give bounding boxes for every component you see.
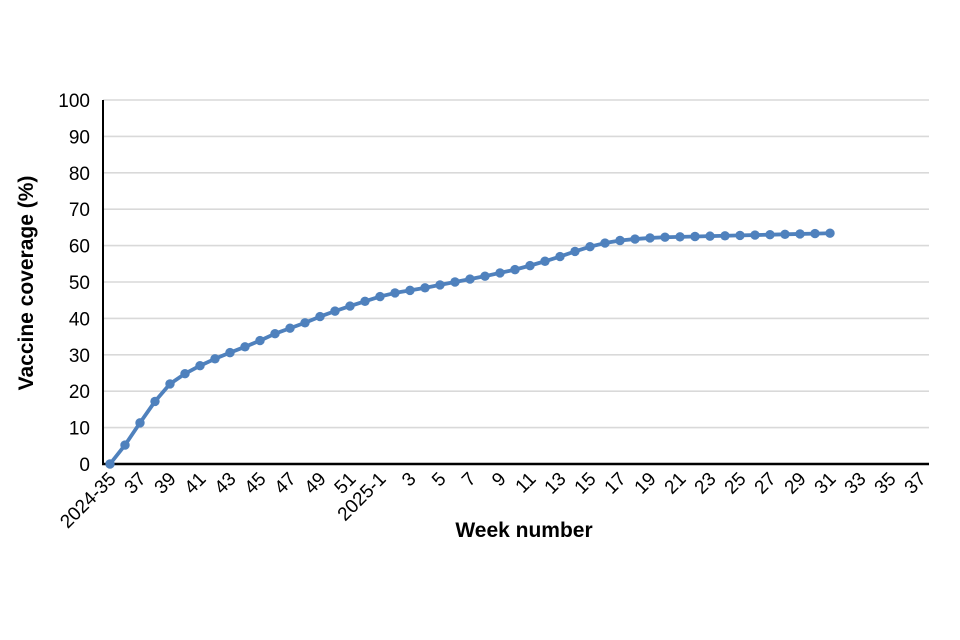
x-tick-label: 7 bbox=[458, 469, 480, 491]
x-tick-label: 49 bbox=[301, 469, 331, 499]
x-axis-title: Week number bbox=[455, 519, 592, 542]
data-point bbox=[600, 238, 610, 248]
data-point bbox=[765, 229, 775, 240]
data-point bbox=[585, 241, 595, 252]
data-point bbox=[495, 268, 505, 278]
data-point bbox=[465, 274, 475, 284]
data-point bbox=[315, 311, 325, 322]
data-point bbox=[120, 440, 130, 450]
x-tick-label: 31 bbox=[811, 469, 841, 499]
data-point bbox=[420, 283, 430, 293]
y-tick-label: 10 bbox=[69, 419, 90, 440]
data-point bbox=[630, 234, 640, 244]
x-tick-label: 15 bbox=[571, 469, 601, 499]
data-point bbox=[705, 231, 715, 241]
data-point bbox=[330, 306, 340, 316]
data-point bbox=[675, 232, 685, 242]
x-tick-label: 2024-35 bbox=[56, 469, 120, 533]
data-point bbox=[255, 335, 265, 346]
y-tick-label: 50 bbox=[69, 273, 90, 294]
data-point bbox=[570, 246, 580, 257]
x-tick-label: 5 bbox=[428, 469, 450, 491]
x-tick-label: 27 bbox=[751, 469, 781, 499]
y-tick-label: 0 bbox=[79, 455, 90, 476]
data-point bbox=[690, 231, 700, 242]
x-tick-label: 43 bbox=[211, 469, 241, 499]
x-tick-label: 45 bbox=[241, 469, 271, 499]
x-tick-label: 9 bbox=[488, 469, 510, 491]
data-point bbox=[735, 230, 745, 241]
data-point bbox=[780, 229, 790, 240]
coverage-line bbox=[108, 231, 832, 466]
data-point bbox=[270, 328, 280, 339]
x-tick-label: 47 bbox=[271, 469, 301, 499]
data-point bbox=[435, 280, 445, 290]
x-tick-label: 21 bbox=[661, 469, 691, 499]
y-tick-label: 70 bbox=[69, 200, 90, 221]
x-tick-label: 37 bbox=[121, 469, 151, 499]
y-tick-label: 80 bbox=[69, 164, 90, 185]
axes-group bbox=[102, 100, 929, 466]
x-tick-label: 23 bbox=[691, 469, 721, 499]
x-tick-label: 35 bbox=[871, 469, 901, 499]
data-point bbox=[525, 260, 535, 271]
data-point bbox=[480, 271, 490, 281]
data-point bbox=[750, 230, 760, 240]
x-tick-label: 17 bbox=[601, 469, 631, 499]
x-tick-label: 37 bbox=[901, 469, 931, 499]
data-point bbox=[615, 235, 625, 246]
data-point bbox=[300, 318, 310, 328]
data-point bbox=[225, 347, 235, 358]
data-point bbox=[165, 379, 175, 389]
x-tick-label: 3 bbox=[398, 469, 420, 491]
data-point bbox=[810, 228, 820, 239]
x-tick-label: 33 bbox=[841, 469, 871, 499]
data-point bbox=[390, 288, 400, 298]
y-axis-title: Vaccine coverage (%) bbox=[15, 176, 38, 391]
gridlines-group bbox=[103, 99, 929, 429]
data-point bbox=[150, 396, 160, 407]
data-point bbox=[405, 285, 415, 296]
x-tick-label: 29 bbox=[781, 469, 811, 499]
data-point bbox=[345, 301, 355, 311]
data-point bbox=[720, 231, 730, 241]
coverage-series-group bbox=[105, 228, 835, 469]
data-point bbox=[555, 251, 565, 262]
data-point bbox=[180, 369, 190, 379]
data-point bbox=[210, 354, 220, 364]
y-tick-label: 40 bbox=[69, 309, 90, 330]
data-point bbox=[450, 277, 460, 287]
data-point bbox=[360, 296, 370, 306]
x-tick-label: 41 bbox=[181, 469, 211, 499]
y-tick-labels-group: 0 10 20 30 40 50 60 70 80 90 100 bbox=[58, 91, 90, 476]
data-point bbox=[645, 233, 655, 243]
data-point bbox=[195, 361, 205, 371]
x-tick-label: 19 bbox=[631, 469, 661, 499]
y-tick-label: 30 bbox=[69, 346, 90, 367]
x-tick-label: 25 bbox=[721, 469, 751, 499]
data-point bbox=[240, 342, 250, 352]
y-tick-label: 60 bbox=[69, 237, 90, 258]
data-point bbox=[510, 264, 520, 275]
x-tick-label: 13 bbox=[541, 469, 571, 499]
x-tick-label: 39 bbox=[151, 469, 181, 499]
data-point bbox=[540, 256, 550, 266]
data-point bbox=[135, 418, 145, 428]
data-point bbox=[795, 229, 805, 239]
data-point bbox=[375, 291, 385, 302]
y-tick-label: 100 bbox=[58, 91, 90, 112]
data-point bbox=[660, 232, 670, 242]
x-tick-label: 11 bbox=[512, 469, 541, 498]
data-point bbox=[105, 459, 115, 469]
y-tick-label: 90 bbox=[69, 127, 90, 148]
y-tick-label: 20 bbox=[69, 382, 90, 403]
data-point bbox=[285, 323, 295, 333]
data-point bbox=[825, 228, 835, 238]
